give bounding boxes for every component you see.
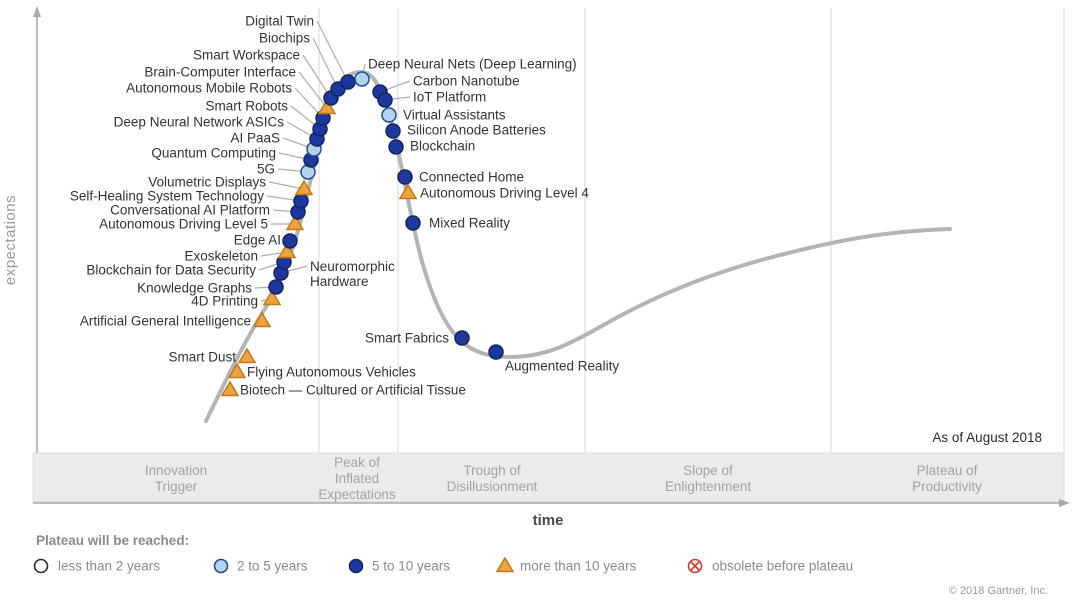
phase-label-peak-of-inflated-expectations: Peak of Inflated Expectations [318, 455, 396, 502]
biotech-cultured-or-artificial-tissue-label: Biotech — Cultured or Artificial Tissue [240, 383, 466, 398]
autonomous-mobile-robots-label: Autonomous Mobile Robots [126, 81, 292, 96]
blockchain-label: Blockchain [410, 139, 475, 154]
exoskeleton-label: Exoskeleton [184, 249, 258, 264]
x-axis-arrow [1059, 499, 1070, 507]
knowledge-graphs-label: Knowledge Graphs [137, 281, 252, 296]
phase-band-rect [32, 452, 1065, 503]
augmented-reality-label: Augmented Reality [505, 359, 619, 374]
phase-label-plateau-of-productivity: Plateau of Productivity [912, 463, 982, 494]
5g-label: 5G [257, 162, 275, 177]
neuromorphic-hardware-label: Neuromorphic Hardware [310, 259, 395, 289]
iot-platform-label: IoT Platform [413, 90, 486, 105]
copyright: © 2018 Gartner, Inc. [949, 585, 1048, 597]
volumetric-displays-label: Volumetric Displays [148, 175, 266, 190]
digital-twin-marker [340, 74, 356, 90]
brain-computer-interface-marker [317, 98, 337, 115]
legend-less-than-2-years-icon [33, 558, 49, 574]
smart-workspace-connector [302, 54, 332, 99]
smart-workspace-label: Smart Workspace [193, 48, 300, 63]
deep-neural-nets-deep-learning-marker [354, 71, 370, 87]
mixed-reality-label: Mixed Reality [429, 216, 510, 231]
iot-platform-marker [377, 92, 393, 108]
quantum-computing-label: Quantum Computing [151, 146, 276, 161]
carbon-nanotube-label: Carbon Nanotube [413, 74, 520, 89]
flying-autonomous-vehicles-label: Flying Autonomous Vehicles [247, 365, 416, 380]
legend-5-to-10-years-icon [348, 558, 364, 574]
volumetric-displays-connector [268, 181, 305, 190]
blockchain-marker [388, 139, 404, 155]
knowledge-graphs-marker [268, 279, 284, 295]
virtual-assistants-marker [381, 107, 397, 123]
connected-home-label: Connected Home [419, 170, 524, 185]
legend-less-than-2-years-label: less than 2 years [58, 559, 160, 574]
autonomous-driving-level-4-label: Autonomous Driving Level 4 [420, 186, 589, 201]
phase-label-slope-of-enlightenment: Slope of Enlightenment [665, 463, 752, 494]
phase-band: Innovation Trigger Peak of Inflated Expectat… [32, 452, 1065, 503]
4d-printing-marker [262, 289, 282, 306]
edge-ai-label: Edge AI [234, 233, 281, 248]
4d-printing-label: 4D Printing [191, 294, 258, 309]
mixed-reality-marker [405, 215, 421, 231]
flying-autonomous-vehicles-marker [227, 362, 247, 379]
autonomous-driving-level-5-marker [285, 214, 305, 231]
autonomous-driving-level-4-marker [398, 183, 418, 200]
legend-more-than-10-years-icon [495, 556, 515, 573]
x-axis-label: time [533, 512, 564, 529]
legend-more-than-10-years-label: more than 10 years [520, 559, 637, 574]
brain-computer-interface-connector [298, 71, 328, 109]
legend-title: Plateau will be reached: [36, 533, 189, 548]
phase-label-innovation-trigger: Innovation Trigger [145, 463, 207, 494]
y-axis-label: expectations [2, 195, 19, 285]
smart-fabrics-label: Smart Fabrics [365, 331, 449, 346]
legend: less than 2 years 2 to 5 years 5 to 10 yea… [33, 556, 853, 574]
self-healing-system-technology-label: Self-Healing System Technology [70, 189, 264, 204]
artificial-general-intelligence-marker [252, 311, 272, 328]
brain-computer-interface-label: Brain-Computer Interface [144, 65, 296, 80]
legend-2-to-5-years-icon [213, 558, 229, 574]
smart-dust-label: Smart Dust [168, 350, 236, 365]
augmented-reality-marker [488, 344, 504, 360]
biochips-label: Biochips [259, 31, 310, 46]
phase-label-trough-of-disillusionment: Trough of Disillusionment [447, 463, 538, 494]
deep-neural-nets-deep-learning-label: Deep Neural Nets (Deep Learning) [368, 57, 577, 72]
y-axis-arrow [33, 6, 41, 17]
deep-neural-network-asics-label: Deep Neural Network ASICs [114, 115, 285, 130]
connected-home-marker [397, 169, 413, 185]
legend-5-to-10-years-label: 5 to 10 years [372, 559, 450, 574]
artificial-general-intelligence-label: Artificial General Intelligence [80, 314, 251, 329]
self-healing-system-technology-marker [293, 193, 309, 209]
silicon-anode-batteries-label: Silicon Anode Batteries [407, 123, 546, 138]
legend-2-to-5-years-label: 2 to 5 years [237, 559, 308, 574]
as-of-note: As of August 2018 [932, 430, 1042, 445]
edge-ai-marker [282, 233, 298, 249]
phase-gridlines [318, 8, 1065, 453]
axes [33, 6, 1070, 507]
biochips-connector [312, 37, 339, 90]
legend-obsolete-before-plateau-label: obsolete before plateau [712, 559, 853, 574]
data-labels: Biotech — Cultured or Artificial Tissue F… [70, 14, 619, 398]
conversational-ai-platform-label: Conversational AI Platform [110, 203, 270, 218]
virtual-assistants-label: Virtual Assistants [403, 108, 506, 123]
volumetric-displays-marker [294, 179, 314, 196]
ai-paas-label: AI PaaS [230, 131, 280, 146]
silicon-anode-batteries-marker [385, 123, 401, 139]
legend-obsolete-before-plateau-icon [687, 558, 703, 574]
blockchain-for-data-security-label: Blockchain for Data Security [86, 263, 256, 278]
exoskeleton-marker [277, 242, 297, 259]
digital-twin-label: Digital Twin [245, 14, 314, 29]
autonomous-driving-level-5-label: Autonomous Driving Level 5 [99, 217, 268, 232]
data-markers [220, 71, 504, 397]
smart-robots-label: Smart Robots [205, 99, 288, 114]
biotech-cultured-or-artificial-tissue-marker [220, 380, 240, 397]
smart-dust-marker [237, 347, 257, 364]
digital-twin-connector [316, 20, 349, 83]
smart-fabrics-marker [454, 330, 470, 346]
